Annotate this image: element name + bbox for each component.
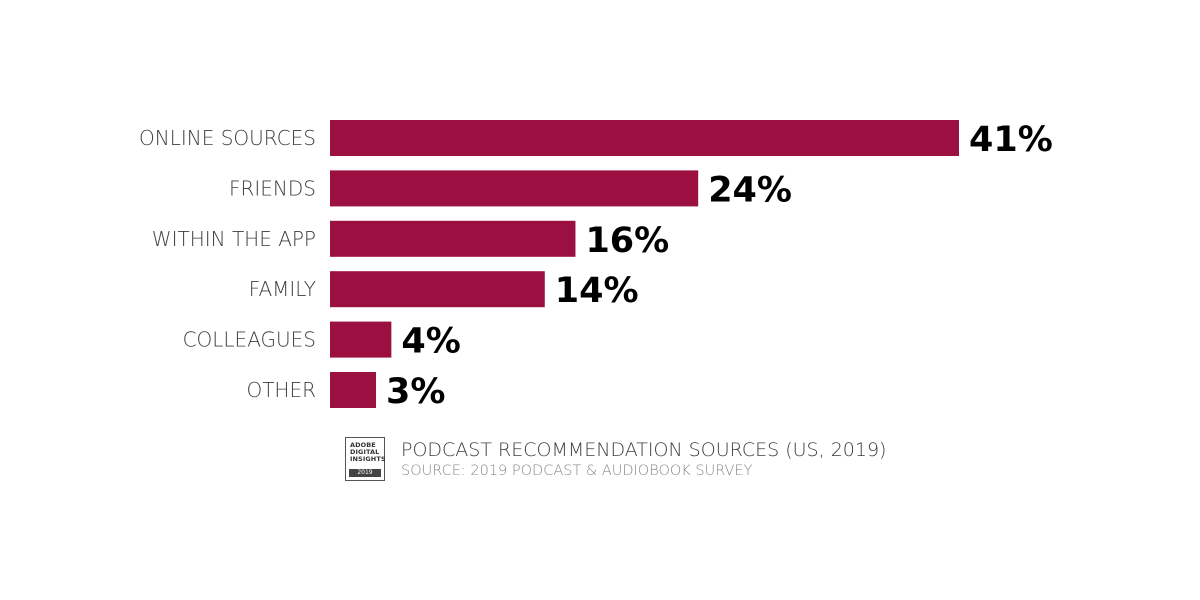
- chart-source: SOURCE: 2019 PODCAST & AUDIOBOOK SURVEY: [401, 463, 753, 479]
- bar-family: [330, 271, 545, 308]
- bar-other: [330, 372, 377, 408]
- logo-line-1: ADOBE: [350, 441, 376, 449]
- bar-colleagues: [330, 321, 392, 358]
- chart-title: PODCAST RECOMMENDATION SOURCES (US, 2019…: [401, 439, 887, 461]
- category-label: COLLEAGUES: [183, 328, 316, 352]
- category-label: ONLINE SOURCES: [139, 126, 316, 150]
- value-label: 41%: [969, 120, 1053, 160]
- category-label: WITHIN THE APP: [152, 227, 316, 251]
- value-label: 24%: [708, 170, 792, 210]
- bar-within-the-app: [330, 220, 576, 257]
- category-label: FAMILY: [249, 277, 316, 301]
- logo-line-2: DIGITAL: [350, 448, 380, 456]
- logo-text: ADOBE DIGITAL INSIGHTS: [350, 442, 386, 463]
- bar-online-sources: [330, 120, 959, 156]
- category-label: FRIENDS: [229, 176, 316, 200]
- value-label: 3%: [386, 372, 445, 412]
- bar-chart: ONLINE SOURCES 41% FRIENDS 24% WITHIN THE AP…: [139, 120, 1053, 412]
- logo-year: 2019: [349, 469, 381, 477]
- value-label: 16%: [585, 221, 669, 261]
- chart-footer: ADOBE DIGITAL INSIGHTS 2019 PODCAST RECO…: [345, 437, 886, 481]
- logo-line-3: INSIGHTS: [350, 455, 386, 463]
- bar-friends: [330, 170, 699, 207]
- chart-caption: PODCAST RECOMMENDATION SOURCES (US, 2019…: [401, 438, 886, 481]
- value-label: 14%: [555, 271, 639, 311]
- value-label: 4%: [401, 322, 460, 362]
- adobe-digital-insights-logo-icon: ADOBE DIGITAL INSIGHTS 2019: [345, 437, 386, 481]
- category-label: OTHER: [246, 378, 316, 402]
